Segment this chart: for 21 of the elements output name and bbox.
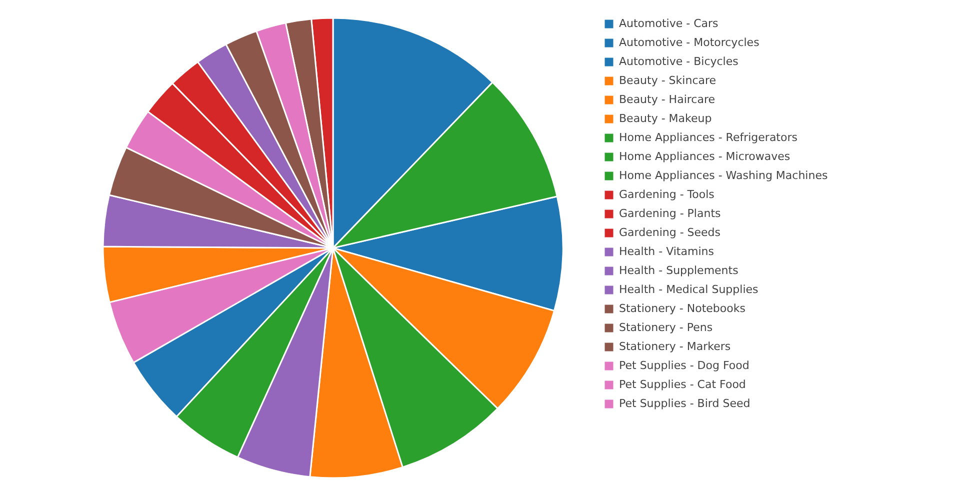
legend-label: Health - Vitamins [619, 245, 714, 258]
legend-label: Stationery - Markers [619, 340, 731, 353]
legend-label: Home Appliances - Refrigerators [619, 131, 798, 144]
legend-label: Health - Supplements [619, 264, 739, 277]
legend-label: Home Appliances - Microwaves [619, 150, 790, 163]
legend-label: Home Appliances - Washing Machines [619, 169, 828, 182]
legend-label: Stationery - Pens [619, 321, 713, 334]
legend-label: Beauty - Haircare [619, 93, 716, 106]
legend-label: Gardening - Tools [619, 188, 715, 201]
legend-label: Automotive - Bicycles [619, 55, 739, 68]
legend-label: Stationery - Notebooks [619, 302, 746, 315]
legend-label: Pet Supplies - Cat Food [619, 378, 746, 391]
legend-label: Automotive - Cars [619, 17, 719, 30]
legend-label: Automotive - Motorcycles [619, 36, 760, 49]
legend-label: Pet Supplies - Dog Food [619, 359, 750, 372]
legend-label: Beauty - Skincare [619, 74, 716, 87]
legend-label: Gardening - Plants [619, 207, 722, 220]
legend-label: Pet Supplies - Bird Seed [619, 397, 750, 410]
legend-label: Health - Medical Supplies [619, 283, 759, 296]
legend-label: Gardening - Seeds [619, 226, 721, 239]
legend-label: Beauty - Makeup [619, 112, 712, 125]
